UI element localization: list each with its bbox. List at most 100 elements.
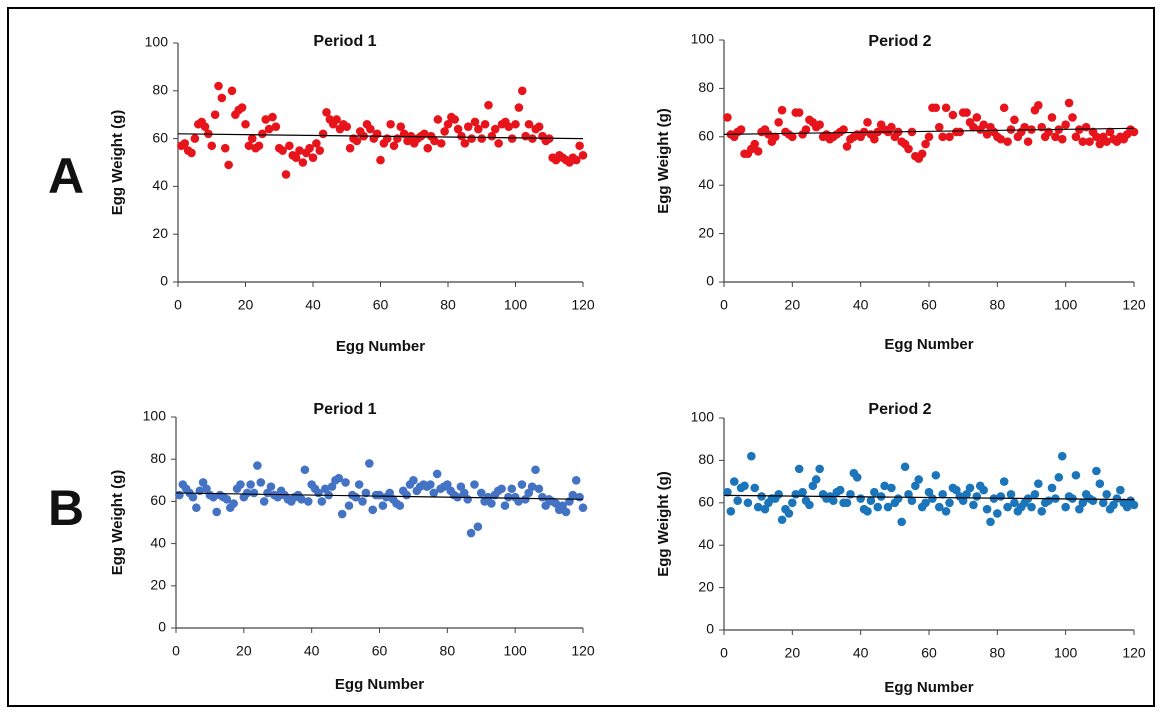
point [948,110,958,120]
point [757,492,766,501]
point [996,492,1006,501]
y-tick-label: 60 [150,492,166,508]
point [1010,115,1019,125]
point [308,153,318,163]
point [295,146,304,155]
point [320,484,330,494]
point [484,100,493,110]
point [805,500,814,510]
y-tick-label: 40 [698,536,714,552]
point [883,502,893,512]
point [466,528,476,538]
y-tick-label: 80 [698,451,714,467]
point [376,155,385,165]
point [534,122,544,131]
point [928,494,937,503]
point [426,480,435,489]
point [521,494,530,504]
x-tick-label: 100 [1054,297,1078,313]
point [1078,498,1088,508]
y-tick-label: 100 [691,409,715,425]
point [1078,137,1088,146]
y-tick-label: 0 [706,273,714,289]
point [453,124,463,134]
point [1057,451,1067,461]
point [200,122,210,131]
point [354,480,364,489]
point [1092,132,1101,142]
point [934,502,944,512]
point [378,501,388,510]
point [386,119,395,129]
point [244,141,254,151]
point [224,160,233,170]
point [483,492,493,502]
point [551,499,561,508]
x-tick-label: 40 [305,297,321,313]
point [352,136,362,146]
point [760,504,770,514]
point [436,139,446,148]
point [733,496,742,505]
y-tick-label: 60 [698,494,714,510]
point [1023,137,1033,146]
point [198,478,208,487]
point [259,497,269,506]
point [945,498,954,508]
point [236,480,245,489]
point [247,134,257,143]
point [965,483,975,493]
point [924,132,934,142]
point [474,124,483,134]
point [214,81,223,91]
point [459,488,469,498]
point [880,481,889,491]
x-axis-label: Egg Number [884,336,973,353]
figure-border [7,7,1155,707]
point [578,503,588,513]
x-axis-label: Egg Number [335,676,424,693]
point [368,505,378,515]
point [1010,498,1019,508]
point [1061,502,1070,512]
y-tick-label: 80 [152,82,168,98]
point [1122,502,1132,512]
point [575,492,584,502]
point [389,141,399,151]
point [907,496,917,505]
point [1051,132,1060,142]
point [202,484,211,494]
point [524,119,534,129]
point [723,487,732,497]
point [409,476,418,485]
point [396,122,406,131]
point [490,124,500,134]
y-axis-label: Egg Weight (g) [655,108,672,214]
point [358,497,367,506]
point [456,482,466,491]
point [568,490,578,500]
point [494,139,503,148]
point [736,125,746,134]
point [1109,500,1118,510]
y-tick-label: 20 [698,578,714,594]
point [842,498,852,508]
point [764,130,773,139]
point [972,113,982,122]
point [917,149,927,159]
x-tick-label: 20 [785,645,801,661]
y-tick-label: 100 [145,34,169,50]
chart-title: Period 1 [313,401,376,418]
point [278,146,287,155]
point [317,497,327,506]
trendline [723,494,1135,501]
point [254,141,264,151]
point [958,496,968,505]
point [527,482,537,491]
y-tick-label: 100 [691,31,715,47]
point [1071,470,1081,480]
point [366,124,375,134]
point [1095,479,1105,489]
point [507,134,517,143]
point [938,490,947,499]
